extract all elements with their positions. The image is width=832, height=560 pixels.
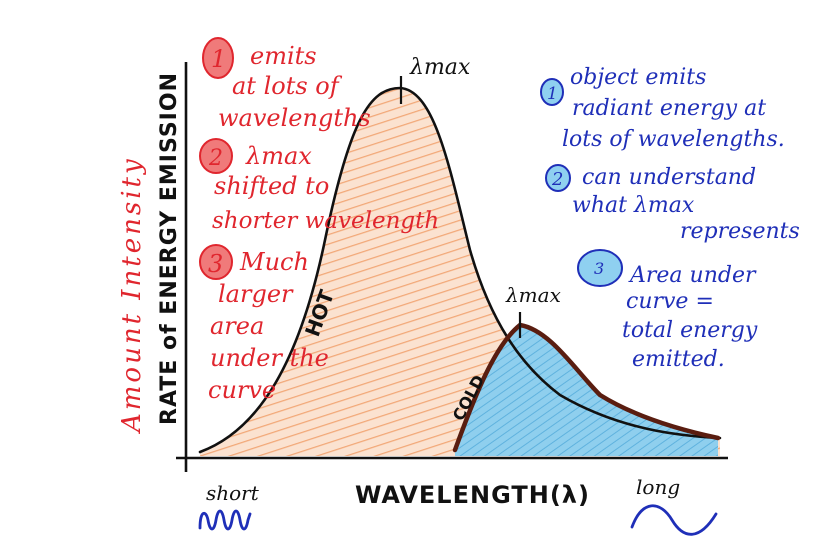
right-note-3-badge (577, 249, 623, 287)
left-note-1-badge (202, 37, 234, 79)
right-notes: 1 object emits radiant energy at lots of… (540, 65, 800, 372)
left-note-2-badge (199, 138, 233, 174)
left-note-2-number: 2 (208, 146, 223, 171)
left-note-3-line-5: curve (208, 376, 276, 404)
left-note-1-line-2: at lots of (232, 72, 343, 100)
left-note-1-line-3: wavelengths (218, 104, 371, 132)
cold-curve-line (452, 322, 721, 453)
left-note-3-line-4: under the (210, 344, 329, 372)
hot-curve-area (200, 88, 720, 456)
left-note-2-line-1: λmax (245, 142, 312, 170)
cold-peak-label: λmax (505, 283, 561, 307)
y-axis-label-intensity: Amount Intensity (117, 156, 147, 434)
left-note-3-number: 3 (208, 250, 223, 278)
right-note-3-line-2: curve = (626, 289, 714, 314)
x-axis-short-label: short (206, 481, 260, 505)
hot-curve-line (198, 86, 722, 454)
left-note-1-line-1: emits (250, 42, 317, 70)
right-note-2-line-2: what λmax (572, 193, 695, 218)
left-note-1-number: 1 (211, 45, 226, 73)
right-note-1-line-2: radiant energy at (572, 96, 766, 121)
left-note-3-line-1: Much (239, 248, 309, 276)
right-note-1-line-3: lots of wavelengths. (562, 127, 785, 152)
right-note-1-line-1: object emits (570, 65, 706, 90)
right-note-2-line-1: can understand (582, 165, 756, 190)
long-wave-icon (630, 504, 718, 536)
right-note-3-number: 3 (594, 259, 604, 278)
right-note-3-line-4: emitted. (632, 347, 725, 372)
left-notes: 1 emits at lots of wavelengths 2 λmax sh… (199, 37, 439, 404)
right-note-2-number: 2 (551, 169, 563, 190)
right-note-3-line-3: total energy (622, 318, 758, 343)
x-axis-long-label: long (636, 475, 680, 499)
left-note-3-badge (199, 244, 233, 280)
left-note-2-line-3: shorter wavelength (212, 208, 439, 234)
right-note-3-line-1: Area under (628, 263, 757, 288)
right-note-1-badge (540, 78, 564, 106)
right-note-2-line-3: represents (680, 219, 800, 244)
hot-peak-label: λmax (409, 55, 471, 80)
short-wave-icon (198, 509, 252, 531)
right-note-1-number: 1 (547, 84, 558, 104)
y-axis-label-energy: RATE of ENERGY EMISSION (157, 72, 182, 425)
x-axis-label: WAVELENGTH(λ) (355, 481, 590, 509)
left-note-3-line-3: area (210, 312, 264, 340)
left-note-3-line-2: larger (218, 280, 294, 308)
right-note-2-badge (545, 164, 571, 192)
left-note-2-line-2: shifted to (214, 172, 329, 200)
